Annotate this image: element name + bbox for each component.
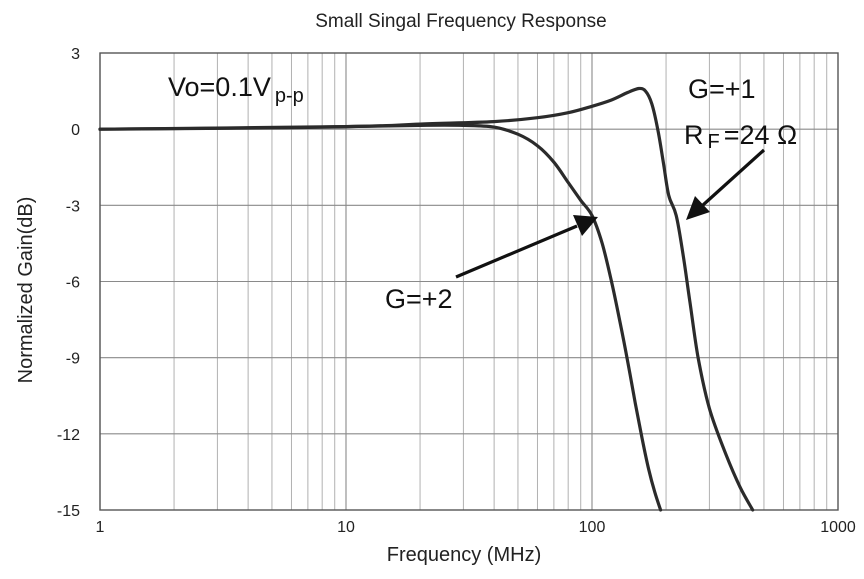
x-tick-label: 100 (579, 519, 606, 536)
vo-annotation-subscript: p-p (275, 85, 304, 107)
y-tick-label: -6 (66, 275, 80, 292)
y-tick-label: -9 (66, 351, 80, 368)
rf-annotation-value: =24 Ω (724, 120, 798, 150)
series-group (98, 86, 755, 512)
x-tick-label: 10 (337, 519, 355, 536)
g2-annotation: G=+2 (385, 284, 453, 314)
y-axis-label: Normalized Gain(dB) (15, 197, 37, 384)
y-tick-labels: 3 0 -3 -6 -9 -12 -15 (57, 46, 80, 520)
y-tick-label: -12 (57, 427, 80, 444)
y-tick-label: 0 (71, 122, 80, 139)
vo-annotation: Vo=0.1V p-p (168, 72, 304, 107)
y-tick-label: 3 (71, 46, 80, 63)
x-tick-labels: 1 10 100 1000 (96, 519, 856, 536)
g1-annotation: G=+1 (688, 74, 756, 104)
rf-annotation: R F =24 Ω (684, 120, 797, 153)
chart-title: Small Singal Frequency Response (315, 11, 607, 32)
x-tick-label: 1000 (820, 519, 856, 536)
vo-annotation-text: Vo=0.1V (168, 72, 271, 102)
rf-annotation-subscript: F (708, 131, 720, 153)
g2-arrow-shaft (455, 224, 578, 279)
g2-arrowhead (573, 215, 598, 236)
rf-annotation-r: R (684, 120, 704, 150)
series-line-g1 (98, 86, 755, 512)
series-line-g2 (98, 123, 663, 512)
x-tick-label: 1 (96, 519, 105, 536)
g1-arrow-shaft (701, 148, 766, 207)
x-axis-label: Frequency (MHz) (387, 544, 541, 566)
y-tick-label: -3 (66, 198, 80, 215)
y-tick-label: -15 (57, 503, 80, 520)
g1-arrowhead (686, 196, 710, 220)
plot-frame (99, 52, 839, 511)
